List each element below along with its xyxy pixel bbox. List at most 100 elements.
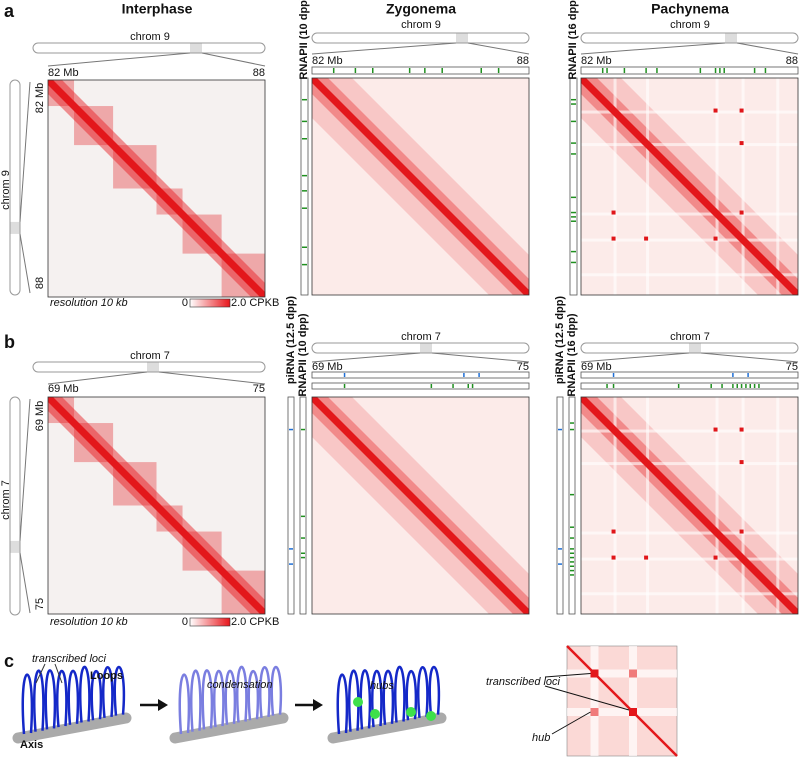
matrix-square [629, 708, 637, 716]
chrom-label: chrom 7 [401, 331, 441, 343]
loop [394, 665, 406, 723]
zoom-region [190, 43, 202, 53]
zoom-line [467, 42, 530, 55]
loop [428, 665, 441, 716]
column-title: Pachynema [651, 1, 729, 17]
loop [259, 666, 271, 719]
end-label: 88 [34, 277, 46, 289]
matrix-square [590, 669, 599, 678]
chromosome-ideogram [9, 79, 21, 296]
start-label: 69 Mb [581, 361, 612, 373]
annotation: transcribed loci [32, 653, 107, 665]
loop [336, 673, 349, 735]
pointer [551, 711, 591, 735]
loop [113, 665, 126, 716]
zoom-region [147, 362, 159, 372]
matrix-stripe [567, 708, 677, 716]
zoom-region [420, 343, 432, 353]
stripe [613, 397, 617, 614]
chrom-label: chrom 7 [130, 350, 170, 362]
hub-dot [713, 236, 718, 241]
track [299, 396, 307, 615]
zoom-line [158, 371, 266, 385]
end-label: 75 [253, 383, 265, 395]
start-label: 69 Mb [48, 383, 79, 395]
stripe [646, 397, 650, 614]
matrix-diagonal [566, 645, 678, 757]
stripe [581, 429, 798, 433]
column-title: Zygonema [386, 1, 456, 17]
panel-label: b [4, 332, 15, 352]
loop [56, 669, 68, 728]
track [568, 396, 576, 615]
stripe [741, 78, 745, 295]
loop [417, 666, 429, 719]
chromosome-ideogram [311, 32, 530, 44]
stripe [741, 397, 745, 614]
start-label: 82 Mb [312, 55, 343, 67]
matrix-stripe [567, 669, 677, 678]
chromosome-ideogram [32, 42, 266, 54]
column-title: Interphase [122, 1, 193, 17]
loop [21, 673, 34, 735]
axis [12, 712, 132, 744]
track-label: RNAPII (10 dpp) [298, 0, 310, 80]
pointer [35, 663, 46, 684]
heatmap-frame [47, 79, 266, 298]
track [311, 382, 530, 390]
axis [169, 712, 289, 744]
track [580, 66, 799, 75]
hub [370, 709, 380, 719]
stripe [613, 78, 617, 295]
loop [236, 665, 248, 723]
loop [270, 665, 283, 716]
matrix-stripe [590, 646, 599, 756]
start-label: 69 Mb [312, 361, 343, 373]
annotation: hubs [370, 680, 394, 692]
chrom-label: chrom 9 [130, 31, 170, 43]
zoom-region [689, 343, 701, 353]
start-label: 82 Mb [581, 55, 612, 67]
loop [33, 669, 45, 732]
stripe [581, 462, 798, 466]
panel-label: a [4, 1, 15, 21]
loop [371, 669, 383, 728]
heatmap-diagonal [48, 80, 265, 297]
arrow-head [158, 699, 168, 711]
end-label: 75 [34, 598, 46, 610]
panel-label: c [4, 651, 14, 671]
pointer [544, 685, 630, 711]
zoom-line [19, 398, 31, 541]
zoom-line [431, 352, 530, 363]
heatmap-diagonal [581, 78, 798, 295]
scale-max: 2.0 CPKB [231, 616, 279, 628]
zoom-line [19, 81, 31, 222]
loop [405, 670, 418, 721]
heatmap-diagonal [312, 397, 529, 614]
hub-dot [611, 555, 616, 560]
annotation: condensation [207, 679, 272, 691]
zoom-line [580, 352, 690, 363]
heatmap-frame [580, 396, 799, 615]
hub-dot [611, 236, 616, 241]
track [580, 382, 799, 390]
zoom-line [201, 52, 266, 67]
hub-dot [713, 108, 718, 113]
resolution-label: resolution 10 kb [50, 616, 128, 628]
hub-dot [644, 236, 649, 241]
zoom-region [456, 33, 468, 43]
loop [79, 665, 91, 723]
start-label: 82 Mb [48, 67, 79, 79]
end-label: 75 [786, 361, 798, 373]
stripe [581, 531, 798, 535]
stripe [581, 238, 798, 242]
zoom-line [736, 42, 799, 55]
start-label: 69 Mb [34, 401, 46, 432]
scale-min: 0 [182, 297, 188, 309]
loop [224, 669, 237, 725]
loop [190, 669, 202, 732]
track [287, 396, 295, 615]
heatmap-diagonal [312, 78, 529, 295]
zoom-line [311, 352, 421, 363]
